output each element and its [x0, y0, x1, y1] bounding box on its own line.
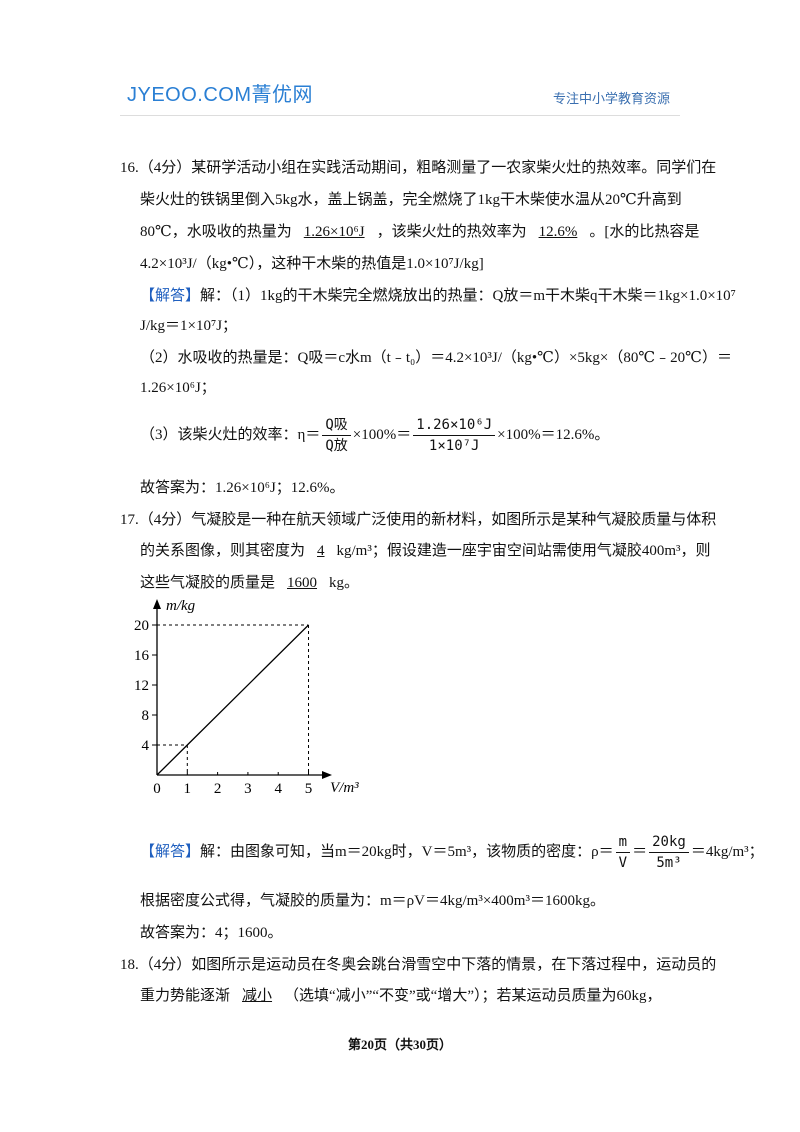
text-line: 18.（4分）如图所示是运动员在冬奥会跳台滑雪空中下落的情景，在下落过程中，运动…: [120, 955, 716, 975]
numerator: 20kg: [649, 832, 689, 853]
text: 故答案为：4；1600。: [140, 925, 283, 941]
formula-line: （3）该柴火灶的效率：η＝ Q吸 Q放 ×100%＝ 1.26×10⁶J 1×10⁷J ×1…: [140, 415, 609, 456]
fraction: 20kg 5m³: [649, 832, 689, 873]
text-line: （2）水吸收的热量是：Q吸＝c水m（t﹣t₀）＝4.2×10³J/（kg•℃）×…: [140, 348, 732, 368]
text-line: 的关系图像，则其密度为 4 kg/m³；假设建造一座宇宙空间站需使用气凝胶400m³…: [140, 541, 711, 561]
answer: 1.26×10⁶J: [303, 224, 365, 240]
text: ＝4kg/m³；: [690, 843, 764, 860]
text: 重力势能逐渐: [140, 988, 231, 1004]
text-line: 16.（4分）某研学活动小组在实践活动期间，粗略测量了一农家柴火灶的热效率。同学…: [120, 158, 716, 178]
formula-line: 【解答】解：由图象可知，当m＝20kg时，V＝5m³，该物质的密度：ρ＝ m V ＝ 2…: [140, 832, 764, 873]
denominator: V: [618, 855, 628, 871]
text: （2）水吸收的热量是：Q吸＝c水m（t﹣t₀）＝4.2×10³J/（kg•℃）×…: [140, 350, 732, 366]
solution-label: 【解答】: [140, 843, 201, 860]
x-tick-label: 3: [244, 781, 252, 797]
text-line: 4.2×10³J/（kg•℃），这种干木柴的热值是1.0×10⁷J/kg]: [140, 254, 484, 274]
y-tick-label: 16: [134, 648, 150, 664]
text-line: 17.（4分）气凝胶是一种在航天领域广泛使用的新材料，如图所示是某种气凝胶质量与…: [120, 510, 716, 530]
y-tick-label: 8: [142, 708, 150, 724]
text: 。[水的比热容是: [589, 224, 700, 240]
text-line: 【解答】解：（1）1kg的干木柴完全燃烧放出的热量：Q放＝m干木柴q干木柴＝1k…: [140, 286, 736, 306]
x-tick-label: 0: [153, 781, 161, 797]
text: 这些气凝胶的质量是: [140, 575, 276, 591]
logo: JYEOO.COM菁优网: [127, 84, 314, 106]
x-tick-label: 5: [305, 781, 313, 797]
y-tick-label: 20: [134, 618, 149, 634]
text-line: 这些气凝胶的质量是 1600 kg。: [140, 573, 359, 593]
data-line: [156, 624, 309, 776]
text: 4.2×10³J/（kg•℃），这种干木柴的热值是1.0×10⁷J/kg]: [140, 256, 484, 272]
text: 80℃，水吸收的热量为: [140, 224, 292, 240]
answer: 12.6%: [538, 224, 578, 240]
x-axis-label: V/m³: [330, 780, 359, 796]
answer: 1600: [287, 575, 318, 591]
x-tick-label: 1: [184, 781, 192, 797]
header-rule: [120, 115, 680, 116]
text-line: J/kg＝1×10⁷J；: [140, 316, 237, 336]
text: kg/m³；假设建造一座宇宙空间站需使用气凝胶400m³，则: [336, 543, 711, 559]
numerator: Q吸: [322, 415, 351, 436]
text: 1.26×10⁶J；: [140, 380, 216, 396]
text: （选填“减小”“不变”或“增大”）；若某运动员质量为60kg，: [284, 988, 662, 1004]
text: 柴火灶的铁锅里倒入5kg水，盖上锅盖，完全燃烧了1kg干木柴使水温从20℃升高到: [140, 192, 682, 208]
denominator: 1×10⁷J: [428, 438, 480, 454]
x-tick-label: 4: [274, 781, 282, 797]
text: 根据密度公式得，气凝胶的质量为：m＝ρV＝4kg/m³×400m³＝1600kg…: [140, 893, 605, 909]
x-arrow: [322, 771, 332, 779]
numerator: 1.26×10⁶J: [413, 415, 496, 436]
solution-label: 【解答】: [140, 288, 201, 304]
text-line: 根据密度公式得，气凝胶的质量为：m＝ρV＝4kg/m³×400m³＝1600kg…: [140, 891, 605, 911]
text: 解：由图象可知，当m＝20kg时，V＝5m³，该物质的密度：ρ＝: [200, 843, 614, 860]
text: 解：（1）1kg的干木柴完全燃烧放出的热量：Q放＝m干木柴q干木柴＝1kg×1.…: [200, 288, 736, 304]
text: ，该柴火灶的热效率为: [376, 224, 527, 240]
text: （3）该柴火灶的效率：η＝: [140, 426, 321, 443]
text: 的关系图像，则其密度为: [140, 543, 306, 559]
y-tick-label: 12: [134, 678, 149, 694]
footer: 第20页（共30页）: [347, 1037, 452, 1052]
text: ×100%＝12.6%。: [497, 426, 610, 443]
text-line: 柴火灶的铁锅里倒入5kg水，盖上锅盖，完全燃烧了1kg干木柴使水温从20℃升高到: [140, 190, 682, 210]
denominator: Q放: [325, 438, 348, 454]
text: kg。: [329, 575, 360, 591]
fraction: Q吸 Q放: [322, 415, 351, 456]
text: ×100%＝: [352, 426, 412, 443]
denominator: 5m³: [656, 855, 682, 871]
text: 18.（4分）如图所示是运动员在冬奥会跳台滑雪空中下落的情景，在下落过程中，运动…: [120, 957, 717, 973]
text-line: 重力势能逐渐 减小 （选填“减小”“不变”或“增大”）；若某运动员质量为60kg，: [140, 986, 661, 1006]
text: 17.（4分）气凝胶是一种在航天领域广泛使用的新材料，如图所示是某种气凝胶质量与…: [120, 512, 717, 528]
text-line: 80℃，水吸收的热量为 1.26×10⁶J ，该柴火灶的热效率为 12.6% 。[水的比…: [140, 222, 699, 242]
text: ＝: [632, 843, 648, 860]
text: 故答案为：1.26×10⁶J；12.6%。: [140, 480, 345, 496]
y-axis-label: m/kg: [166, 598, 196, 614]
slogan: 专注中小学教育资源: [553, 91, 671, 106]
text-line: 故答案为：1.26×10⁶J；12.6%。: [140, 478, 345, 498]
x-tick-label: 2: [214, 781, 222, 797]
numerator: m: [615, 832, 631, 853]
fraction: 1.26×10⁶J 1×10⁷J: [413, 415, 496, 456]
y-arrow: [153, 599, 161, 609]
text-line: 故答案为：4；1600。: [140, 923, 283, 943]
text: J/kg＝1×10⁷J；: [140, 318, 238, 334]
text-line: 1.26×10⁶J；: [140, 378, 216, 398]
y-tick-label: 4: [142, 738, 150, 754]
answer: 4: [317, 543, 325, 559]
text: 16.（4分）某研学活动小组在实践活动期间，粗略测量了一农家柴火灶的热效率。同学…: [120, 160, 717, 176]
answer: 减小: [242, 988, 273, 1004]
